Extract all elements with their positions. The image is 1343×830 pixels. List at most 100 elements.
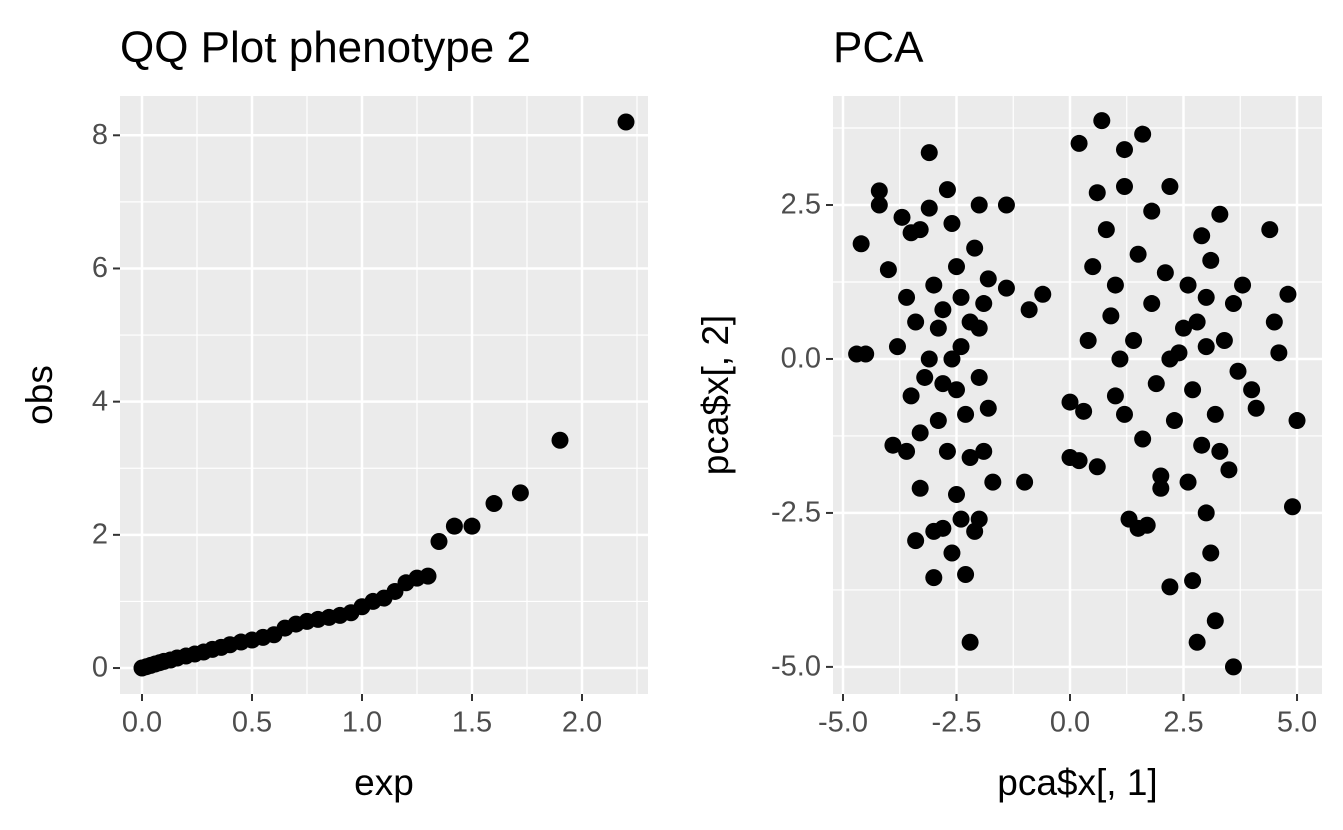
point xyxy=(1134,125,1152,143)
y-tick-label: 6 xyxy=(92,252,108,284)
point xyxy=(1161,578,1179,596)
point xyxy=(911,424,929,442)
y-tick-label: 2 xyxy=(92,519,108,551)
point xyxy=(1188,633,1206,651)
point xyxy=(852,235,870,253)
point xyxy=(1111,350,1129,368)
point xyxy=(1143,202,1161,220)
point xyxy=(1088,458,1106,476)
y-axis-title: pca$x[, 2] xyxy=(695,315,736,475)
x-tick-label: 0.5 xyxy=(232,707,272,739)
chart-title: QQ Plot phenotype 2 xyxy=(120,23,531,72)
point xyxy=(943,214,961,232)
x-tick-label: 5.0 xyxy=(1277,707,1317,739)
point xyxy=(1152,467,1170,485)
point xyxy=(1070,134,1088,152)
point xyxy=(1234,276,1252,294)
point xyxy=(920,144,938,162)
point xyxy=(929,412,947,430)
point xyxy=(938,442,956,460)
point xyxy=(870,182,888,200)
point xyxy=(1016,473,1034,491)
point xyxy=(1102,307,1120,325)
point xyxy=(1075,402,1093,420)
point xyxy=(1224,295,1242,313)
point xyxy=(1188,313,1206,331)
point xyxy=(1184,381,1202,399)
point xyxy=(961,313,979,331)
point xyxy=(1034,285,1052,303)
point xyxy=(934,519,952,537)
point xyxy=(1106,387,1124,405)
point xyxy=(1197,504,1215,522)
y-tick-label: 4 xyxy=(92,385,108,417)
x-tick-label: 1.0 xyxy=(342,707,382,739)
point xyxy=(952,338,970,356)
point xyxy=(485,495,503,513)
point xyxy=(970,368,988,386)
x-tick-label: -2.5 xyxy=(932,707,982,739)
point xyxy=(947,381,965,399)
point xyxy=(979,399,997,417)
point xyxy=(916,368,934,386)
point xyxy=(1229,362,1247,380)
point xyxy=(1265,313,1283,331)
point xyxy=(929,319,947,337)
point xyxy=(943,350,961,368)
point xyxy=(857,345,875,363)
point xyxy=(966,239,984,257)
point xyxy=(1202,544,1220,562)
point xyxy=(1134,430,1152,448)
point xyxy=(430,533,448,551)
point xyxy=(419,567,437,585)
point xyxy=(911,221,929,239)
point xyxy=(902,387,920,405)
point xyxy=(870,196,888,214)
point xyxy=(1115,141,1133,159)
point xyxy=(911,479,929,497)
x-axis-title: exp xyxy=(354,762,414,803)
point xyxy=(1088,184,1106,202)
point xyxy=(934,301,952,319)
x-tick-label: 0.0 xyxy=(1050,707,1090,739)
point xyxy=(1288,412,1306,430)
point xyxy=(1138,516,1156,534)
point xyxy=(1070,452,1088,470)
point xyxy=(1215,331,1233,349)
point xyxy=(1279,285,1297,303)
point xyxy=(975,442,993,460)
y-tick-label: 0.0 xyxy=(781,343,821,375)
y-tick-label: -2.5 xyxy=(771,497,821,529)
point xyxy=(957,566,975,584)
point xyxy=(1283,498,1301,516)
point xyxy=(952,510,970,528)
point xyxy=(617,113,635,131)
point xyxy=(445,517,463,535)
point xyxy=(920,350,938,368)
point xyxy=(934,375,952,393)
point xyxy=(1211,205,1229,223)
point xyxy=(879,261,897,279)
point xyxy=(907,313,925,331)
x-tick-label: 0.0 xyxy=(122,707,162,739)
x-axis-title: pca$x[, 1] xyxy=(997,762,1157,803)
point xyxy=(961,449,979,467)
point xyxy=(1211,442,1229,460)
point xyxy=(1206,612,1224,630)
point xyxy=(1165,412,1183,430)
point xyxy=(907,532,925,550)
point xyxy=(943,544,961,562)
point xyxy=(1143,295,1161,313)
point xyxy=(551,431,569,449)
point xyxy=(884,436,902,454)
x-tick-label: 2.5 xyxy=(1163,707,1203,739)
point xyxy=(893,208,911,226)
y-axis-title: obs xyxy=(19,365,60,425)
point xyxy=(1020,301,1038,319)
point xyxy=(970,196,988,214)
point xyxy=(997,196,1015,214)
point xyxy=(970,510,988,528)
x-tick-label: -5.0 xyxy=(818,707,868,739)
point xyxy=(898,288,916,306)
